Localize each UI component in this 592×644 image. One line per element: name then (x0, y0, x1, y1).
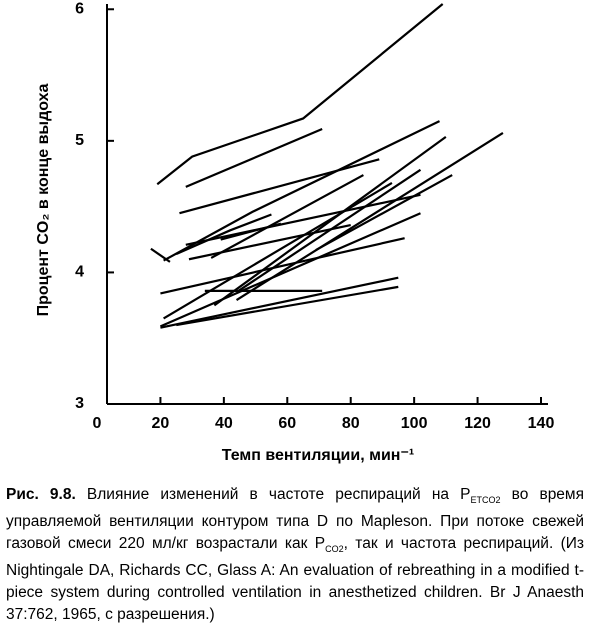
series-line (188, 223, 351, 261)
x-tick-label: 100 (401, 415, 428, 432)
x-tick-label: 20 (152, 415, 170, 432)
x-tick-label: 60 (278, 415, 296, 432)
series-line (235, 168, 422, 294)
caption-subscript: ETCO2 (470, 495, 501, 506)
x-tick-label: 0 (93, 415, 102, 432)
caption-label: Рис. 9.8. (6, 486, 76, 503)
caption-text: , так и частота респираций. (Из Nighting… (6, 535, 584, 624)
y-tick-label: 6 (75, 0, 84, 17)
caption-text: во время управляемой вентиляции контуром… (6, 486, 584, 553)
series-line (160, 276, 399, 329)
y-tick-label: 3 (75, 395, 84, 412)
x-tick-label: 140 (528, 415, 555, 432)
x-axis-label: Темп вентиляции, мин⁻¹ (222, 447, 414, 464)
y-tick-label: 4 (75, 264, 84, 281)
series-line (175, 213, 272, 256)
x-tick-label: 80 (342, 415, 360, 432)
series-line (163, 120, 440, 262)
series-line (210, 174, 364, 259)
chart: Процент CO₂ в конце выдоха Темп вентиляц… (35, 0, 555, 464)
caption-text: Влияние изменений в частоте респираций н… (75, 486, 471, 503)
series-line (213, 136, 447, 307)
series-line (176, 285, 399, 327)
x-tick-label: 40 (215, 415, 233, 432)
series-line (185, 193, 421, 246)
series-line (159, 212, 421, 328)
series-line (185, 127, 323, 188)
series-line (179, 158, 380, 215)
series-line (235, 132, 504, 301)
series-line (315, 174, 453, 252)
caption: Рис. 9.8. Влияние изменений в частоте ре… (6, 484, 584, 626)
series-line (156, 3, 444, 186)
y-tick-label: 5 (75, 132, 84, 149)
caption-subscript: CO2 (325, 544, 344, 555)
series-line (160, 237, 405, 295)
series-line (163, 182, 393, 320)
series-line (220, 222, 282, 241)
x-tick-label: 120 (464, 415, 491, 432)
series-line (150, 247, 171, 263)
y-axis-label: Процент CO₂ в конце выдоха (35, 84, 52, 317)
